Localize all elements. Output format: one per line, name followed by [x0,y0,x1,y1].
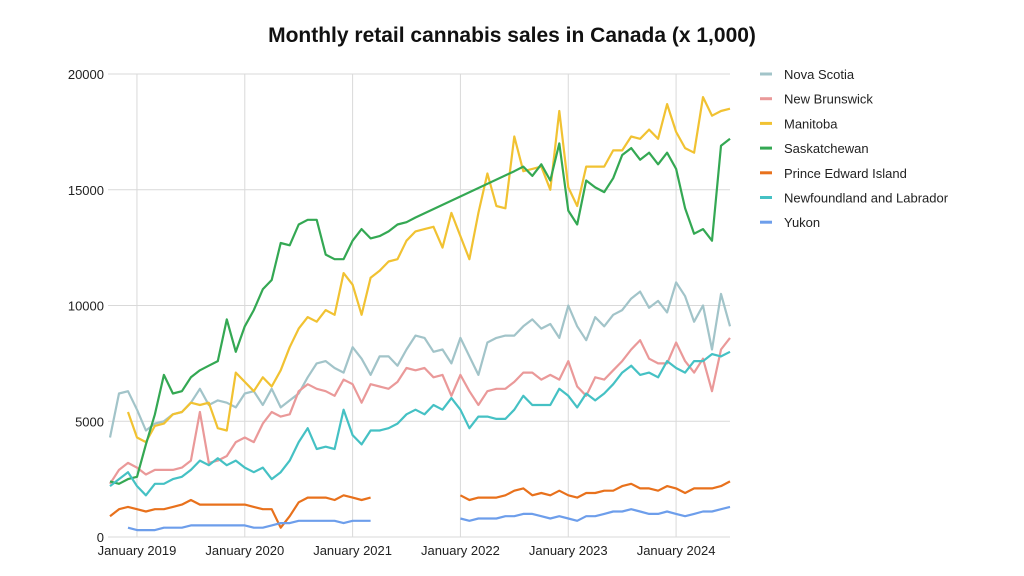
x-tick-label: January 2024 [637,543,716,558]
y-tick-label: 15000 [68,183,104,198]
series-line-saskatchewan [109,137,731,485]
x-tick-label: January 2023 [529,543,608,558]
legend-label: Prince Edward Island [784,166,907,181]
legend-label: Saskatchewan [784,141,869,156]
x-tick-label: January 2022 [421,543,500,558]
series-line-nova-scotia [108,281,732,438]
x-tick-label: January 2019 [98,543,177,558]
y-tick-label: 5000 [75,414,104,429]
series-line-yukon [127,505,731,532]
legend-label: New Brunswick [784,92,873,107]
legend-label: Manitoba [784,116,838,131]
grid-layer [108,73,730,538]
legend-label: Nova Scotia [784,67,855,82]
x-tick-label: January 2021 [313,543,392,558]
x-tick-label: January 2020 [205,543,284,558]
series-layer [108,96,732,532]
series-line-newfoundland-and-labrador [109,350,731,497]
legend: Nova Scotia New Brunswick Manitoba Saskatch… [760,67,949,230]
axis-layer: 0 5000 10000 15000 20000 January 2019 January … [68,67,716,558]
series-line-manitoba [126,96,731,444]
y-tick-label: 0 [97,530,104,545]
legend-label: Yukon [784,215,820,230]
y-tick-label: 20000 [68,67,104,82]
y-tick-label: 10000 [68,299,104,314]
chart-title: Monthly retail cannabis sales in Canada … [268,24,756,47]
series-line-prince-edward-island [109,480,731,529]
legend-label: Newfoundland and Labrador [784,191,949,206]
